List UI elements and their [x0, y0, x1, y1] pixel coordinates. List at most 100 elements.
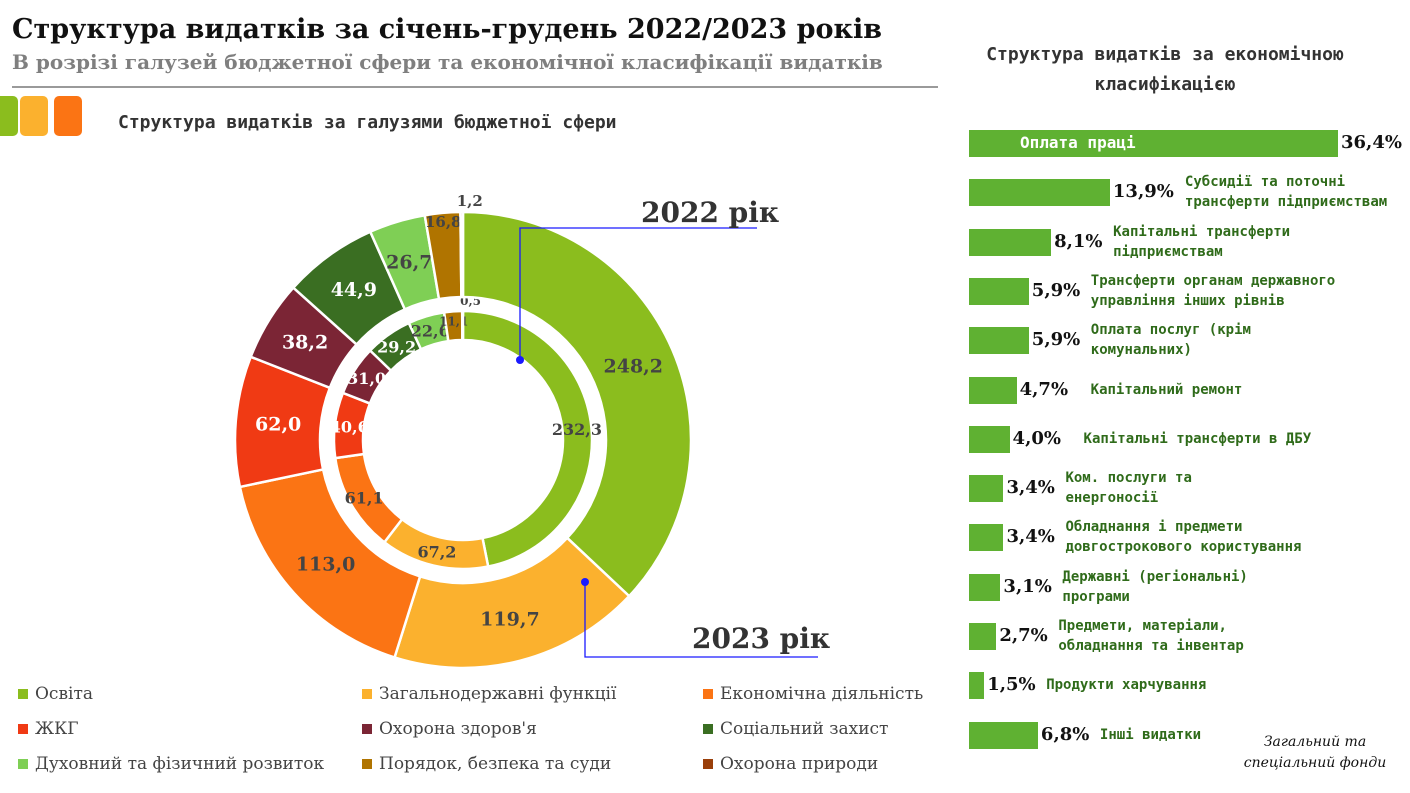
bar-category-label: Капітальні трансферти підприємствам	[1113, 222, 1290, 262]
data-label-outer-6: 26,7	[386, 251, 432, 273]
leader-line-1	[584, 582, 818, 658]
label-line: програми	[1062, 588, 1130, 605]
bar-value-label: 3,1%	[1003, 575, 1052, 597]
bar-value-label: 6,8%	[1040, 723, 1090, 745]
data-label-inner-6: 22,6	[411, 321, 450, 340]
bar-value-label: 13,9%	[1112, 181, 1174, 203]
legend-label: Духовний та фізичний розвиток	[35, 754, 325, 774]
data-label-outer-2: 113,0	[296, 554, 356, 576]
leader-dot-0	[516, 356, 524, 364]
data-label-inner-1: 67,2	[417, 542, 456, 561]
bar-category-label: Предмети, матеріали, обладнання та інвент…	[1058, 616, 1243, 656]
page-title: Структура видатків за січень-грудень 202…	[12, 14, 882, 45]
legend-label: Загальнодержавні функції	[379, 684, 617, 704]
legend-item: Охорона природи	[703, 754, 878, 774]
label-line: Ком. послуги та	[1065, 470, 1192, 487]
label-line: обладнання та інвентар	[1058, 638, 1244, 654]
label-line: трансферти підприємствам	[1184, 194, 1388, 211]
donut-chart: 232,367,261,140,631,029,222,611,10,5248,…	[233, 192, 818, 670]
label-line: Оплата послуг (крім	[1090, 322, 1251, 339]
legend-item: Освіта	[18, 684, 93, 704]
legend-item: Духовний та фізичний розвиток	[18, 754, 324, 774]
bar	[969, 721, 1038, 749]
label-line: Державні (регіональні)	[1062, 568, 1248, 585]
label-line: підприємствам	[1113, 243, 1223, 260]
bar-value-label: 4,0%	[1012, 427, 1061, 449]
bar	[969, 623, 997, 650]
leader-line-0	[519, 227, 757, 360]
bar-category-label: Державні (регіональні) програми	[1062, 567, 1247, 607]
data-label-inner-5: 29,2	[377, 338, 416, 357]
bar	[969, 179, 1110, 207]
bar-value-label: 36,4%	[1341, 132, 1402, 153]
data-label-outer-8: 1,2	[457, 192, 483, 210]
legend-marker	[18, 689, 28, 699]
year-2022-label: 2022 рік	[641, 196, 780, 229]
legend-item: Соціальний захист	[703, 719, 888, 739]
label-line: довгострокового користування	[1065, 539, 1302, 556]
legend-item: Загальнодержавні функції	[362, 684, 616, 704]
legend-marker	[703, 724, 713, 734]
legend-marker	[18, 724, 28, 734]
label-line: Обладнання і предмети	[1065, 519, 1243, 536]
bar-category-label: Оплата праці	[1020, 133, 1136, 152]
bar-value-label: 3,4%	[1006, 526, 1055, 548]
bar	[969, 425, 1010, 453]
label-line: комунальних)	[1090, 342, 1192, 359]
slice-inner-0	[461, 309, 594, 568]
legend-item: Економічна діяльність	[703, 684, 923, 704]
bar	[969, 228, 1052, 256]
label-line: Капітальні трансферти	[1113, 223, 1291, 240]
slice-outer-8	[459, 210, 465, 299]
data-label-outer-5: 44,9	[331, 279, 377, 301]
data-label-inner-2: 61,1	[345, 489, 384, 508]
data-label-inner-4: 31,0	[347, 369, 386, 388]
bar-value-label: 5,9%	[1031, 279, 1081, 301]
label-line: Трансферти органам державного	[1090, 272, 1336, 289]
decor-square-2	[20, 96, 48, 136]
legend-marker	[362, 759, 372, 769]
bar-value-label: 4,7%	[1019, 378, 1069, 400]
bar-category-label: Інші видатки	[1100, 725, 1201, 745]
bar	[969, 327, 1029, 355]
legend-label: Порядок, безпека та суди	[379, 754, 612, 774]
legend-marker	[362, 724, 372, 734]
legend-marker	[703, 759, 713, 769]
data-label-outer-0: 248,2	[604, 355, 664, 377]
bar-value-label: 3,4%	[1006, 477, 1055, 499]
bar-category-label: Трансферти органам державного управління …	[1091, 271, 1335, 311]
bar-category-label: Оплата послуг (крім комунальних)	[1091, 320, 1251, 360]
bar-category-label: Капітальний ремонт	[1091, 380, 1243, 400]
legend-marker	[362, 689, 372, 699]
bar-category-label: Обладнання і предмети довгострокового кор…	[1065, 517, 1301, 557]
label-line: енергоносії	[1065, 490, 1159, 507]
bar	[969, 130, 1338, 157]
data-label-outer-7: 16,8	[425, 213, 462, 231]
label-line: Інші видатки	[1099, 726, 1202, 743]
bar	[969, 573, 1001, 601]
legend-label: Економічна діяльність	[720, 684, 924, 704]
bar-value-label: 5,9%	[1031, 329, 1081, 351]
bar	[969, 277, 1029, 305]
page-subtitle: В розрізі галузей бюджетної сфери та еко…	[12, 50, 883, 74]
legend-label: Освіта	[35, 684, 94, 704]
label-line: Капітальні трансферти в ДБУ	[1083, 430, 1312, 447]
bar-category-label: Ком. послуги та енергоносії	[1065, 468, 1191, 508]
data-label-inner-3: 40,6	[330, 418, 369, 437]
legend-label: Соціальний захист	[720, 719, 889, 739]
data-label-outer-1: 119,7	[480, 608, 540, 630]
legend-item: Порядок, безпека та суди	[362, 754, 611, 774]
bar-chart-title: Структура видатків за економічною класиф…	[960, 40, 1370, 100]
note-line-1: Загальний та	[1263, 734, 1367, 750]
donut-title: Структура видатків за галузями бюджетної…	[118, 112, 617, 133]
label-line: управління інших рівнів	[1090, 292, 1285, 309]
bar-category-label: Субсидії та поточні трансферти підприємст…	[1185, 172, 1387, 212]
data-label-outer-4: 38,2	[282, 332, 328, 354]
bar	[969, 475, 1004, 503]
note-line-2: спеціальний фонди	[1243, 755, 1387, 771]
data-label-outer-3: 62,0	[255, 414, 301, 436]
label-line: Капітальний ремонт	[1090, 381, 1243, 398]
legend-label: Охорона природи	[720, 754, 879, 774]
data-label-inner-0: 232,3	[552, 420, 602, 439]
bar	[969, 524, 1004, 552]
